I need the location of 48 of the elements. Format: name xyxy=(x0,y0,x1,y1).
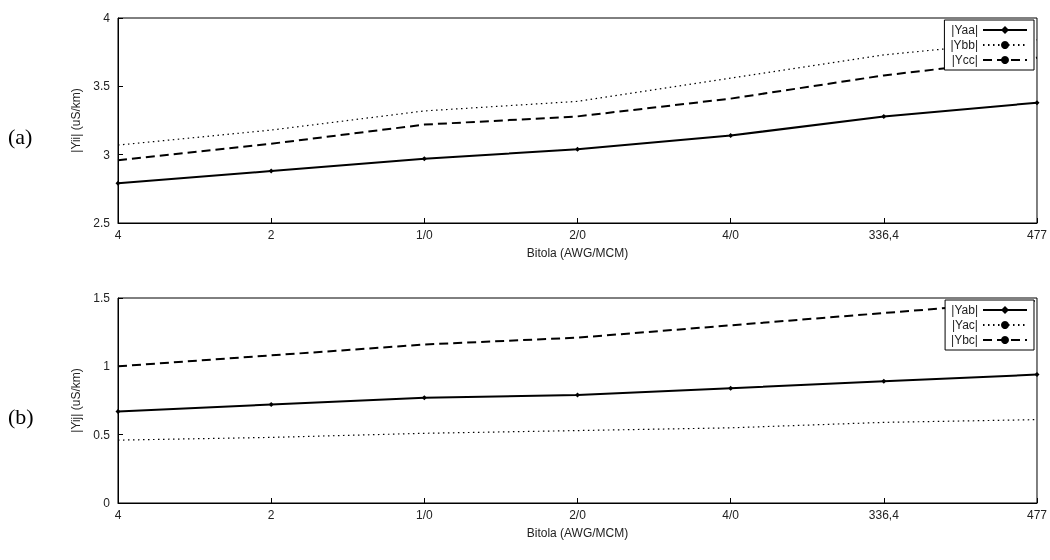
legend-label: |Yab| xyxy=(951,303,978,317)
legend-label: |Yaa| xyxy=(951,23,978,37)
y-tick-label: 3.5 xyxy=(93,79,111,94)
x-axis-title: Bitola (AWG/MCM) xyxy=(526,526,629,540)
legend-label: |Ybb| xyxy=(950,38,978,52)
x-axis-title: Bitola (AWG/MCM) xyxy=(526,246,629,260)
point xyxy=(268,168,274,174)
point xyxy=(421,156,427,162)
point xyxy=(1034,372,1040,378)
point xyxy=(574,392,580,398)
y-tick-label: 0 xyxy=(103,496,111,510)
x-tick-label: 1/0 xyxy=(415,228,433,242)
x-tick-label: 336,4 xyxy=(868,228,900,242)
point xyxy=(421,395,427,401)
x-tick-label: 477 xyxy=(1026,508,1048,522)
point xyxy=(268,402,274,408)
point xyxy=(881,378,887,384)
x-tick-label: 336,4 xyxy=(868,508,900,522)
x-tick-label: 4/0 xyxy=(722,508,740,522)
y-tick-label: 3 xyxy=(103,147,111,162)
x-tick-label: 4 xyxy=(114,228,122,242)
y-tick-label: 1.5 xyxy=(93,291,111,305)
point xyxy=(115,408,121,414)
legend-label: |Ybc| xyxy=(951,333,978,347)
x-tick-label: 477 xyxy=(1026,228,1048,242)
legend-label: |Ycc| xyxy=(951,53,978,67)
y-tick-label: 0.5 xyxy=(93,427,111,442)
point xyxy=(728,385,734,391)
point xyxy=(728,133,734,139)
x-tick-label: 4 xyxy=(114,508,122,522)
x-tick-label: 2 xyxy=(267,228,275,242)
y-axis-title: |Yii| (uS/km) xyxy=(69,88,84,153)
y-tick-label: 4 xyxy=(103,11,111,25)
x-tick-label: 1/0 xyxy=(415,508,433,522)
point xyxy=(574,146,580,152)
text: (b) xyxy=(8,403,34,429)
point xyxy=(115,180,121,186)
x-tick-label: 2 xyxy=(267,508,275,522)
y-tick-label: 1 xyxy=(103,359,111,374)
x-tick-label: 2/0 xyxy=(569,508,587,522)
legend-label: |Yac| xyxy=(951,318,978,332)
x-tick-label: 4/0 xyxy=(722,228,740,242)
text: (a) xyxy=(8,123,33,149)
x-tick-label: 2/0 xyxy=(569,228,587,242)
y-tick-label: 2.5 xyxy=(93,216,111,230)
point xyxy=(881,113,887,119)
y-axis-title: |Yij| (uS/km) xyxy=(69,368,84,433)
point xyxy=(1034,100,1040,106)
